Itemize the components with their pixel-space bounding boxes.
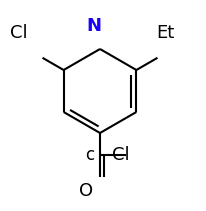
Text: Et: Et xyxy=(156,24,174,42)
Text: Cl: Cl xyxy=(112,146,129,164)
Text: N: N xyxy=(86,17,101,35)
Text: Cl: Cl xyxy=(10,24,27,42)
Text: O: O xyxy=(78,182,92,200)
Text: c: c xyxy=(85,146,94,164)
